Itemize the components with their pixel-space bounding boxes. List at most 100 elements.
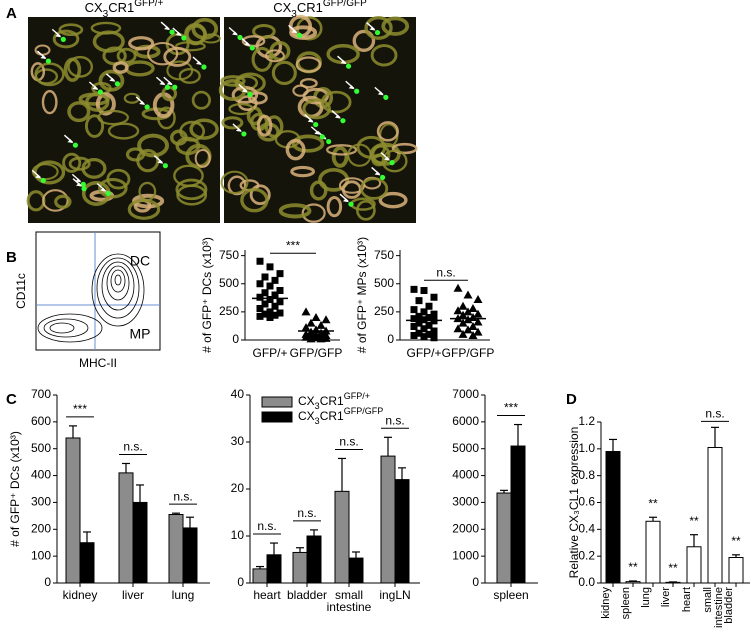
x-tick-label: GFP/GFP: [442, 346, 495, 360]
gfp-cell: [383, 94, 389, 100]
point: [266, 296, 274, 303]
point: [256, 305, 264, 312]
point: [266, 308, 274, 316]
arrow-head: [291, 29, 298, 34]
tubule: [301, 203, 326, 223]
point: [261, 310, 269, 318]
point: [256, 293, 264, 301]
tubule: [85, 92, 110, 112]
tubule: [189, 118, 219, 140]
tubule: [364, 16, 393, 40]
arrow-head: [100, 187, 107, 192]
contours: [37, 253, 145, 343]
gfp-cell: [72, 142, 79, 148]
y-tick-label: 0: [472, 575, 479, 589]
arrow-head: [139, 100, 146, 105]
arrow-head: [40, 55, 47, 60]
arrow-head: [166, 81, 173, 86]
bar: [292, 551, 308, 584]
label-box: spleen: [493, 589, 528, 601]
x-tick-label: bladder: [724, 587, 735, 624]
gfp-cell: [249, 45, 255, 51]
point: [453, 306, 463, 315]
bar: [65, 437, 81, 584]
bar: [79, 542, 95, 584]
tubule: [54, 194, 72, 209]
tubule: [318, 168, 350, 192]
y-tick-label: 250: [374, 304, 394, 318]
bar: [306, 535, 322, 584]
tubule: [170, 129, 188, 146]
point: [276, 309, 284, 317]
point: [301, 332, 311, 341]
tubule: [289, 25, 318, 40]
point: [276, 298, 284, 306]
tubule: [309, 180, 328, 201]
label-part: CR1: [297, 0, 323, 15]
point: [430, 334, 438, 342]
axis-label: CD11c: [14, 273, 28, 309]
point: [420, 287, 428, 294]
point: [458, 301, 468, 310]
gfp-cell: [340, 118, 346, 124]
tubule: [137, 133, 170, 158]
label-box: ingLN: [379, 589, 410, 601]
arrow-head: [334, 114, 341, 119]
tubule: [220, 75, 246, 87]
gfp-cell: [80, 181, 86, 187]
gfp-cell: [172, 84, 178, 90]
significance: n.s.: [257, 519, 276, 533]
arrow-head: [340, 60, 347, 65]
bar: [380, 455, 396, 584]
tubule: [194, 148, 211, 168]
gfp-cell: [354, 88, 360, 94]
y-tick-label: 0: [44, 575, 51, 589]
label-box: small intestine: [327, 589, 372, 613]
y-tick-label: 750: [374, 248, 394, 262]
arrow-head: [195, 60, 202, 65]
point: [306, 334, 316, 343]
significance: **: [648, 496, 658, 510]
tubule: [391, 142, 418, 155]
x-tick-label: lung: [641, 587, 652, 608]
arrow-head: [232, 31, 239, 36]
arrow-head: [343, 198, 350, 203]
y-tick-label: 400: [31, 468, 51, 482]
y-tick-label: 20: [231, 481, 245, 495]
tubule: [251, 46, 273, 72]
gfp-cell: [389, 160, 395, 166]
tubule: [107, 122, 140, 140]
point: [430, 327, 438, 335]
point: [415, 297, 423, 305]
point: [410, 332, 418, 339]
y-tick-label: 0.0: [578, 575, 595, 589]
significance: ***: [286, 238, 300, 252]
label-part: CX: [273, 0, 291, 15]
tubule: [264, 49, 285, 63]
tubule: [299, 77, 318, 89]
significance: **: [628, 560, 638, 574]
legend-swatch: [261, 411, 293, 423]
bar: [266, 554, 282, 584]
y-tick-label: 30: [231, 434, 245, 448]
point: [316, 320, 326, 329]
tubule: [58, 23, 84, 37]
tubule: [271, 60, 297, 86]
tubule: [136, 148, 160, 173]
tubule: [370, 44, 398, 67]
x-tick-label: small intestine: [703, 587, 725, 628]
tubule: [338, 177, 366, 194]
point: [458, 318, 468, 327]
x-tick-label: heart: [682, 587, 693, 613]
point: [410, 315, 418, 323]
x-tick-label: kidney: [62, 589, 98, 602]
tubule: [249, 184, 271, 206]
tubule: [52, 29, 80, 49]
arrow-head: [369, 26, 376, 31]
y-axis-label: # of GFP⁺ DCs (x10³): [8, 431, 22, 547]
bar: [625, 581, 641, 584]
point: [430, 310, 438, 318]
point: [463, 290, 473, 299]
point: [410, 306, 418, 314]
label-part: GFP/+: [134, 0, 163, 9]
